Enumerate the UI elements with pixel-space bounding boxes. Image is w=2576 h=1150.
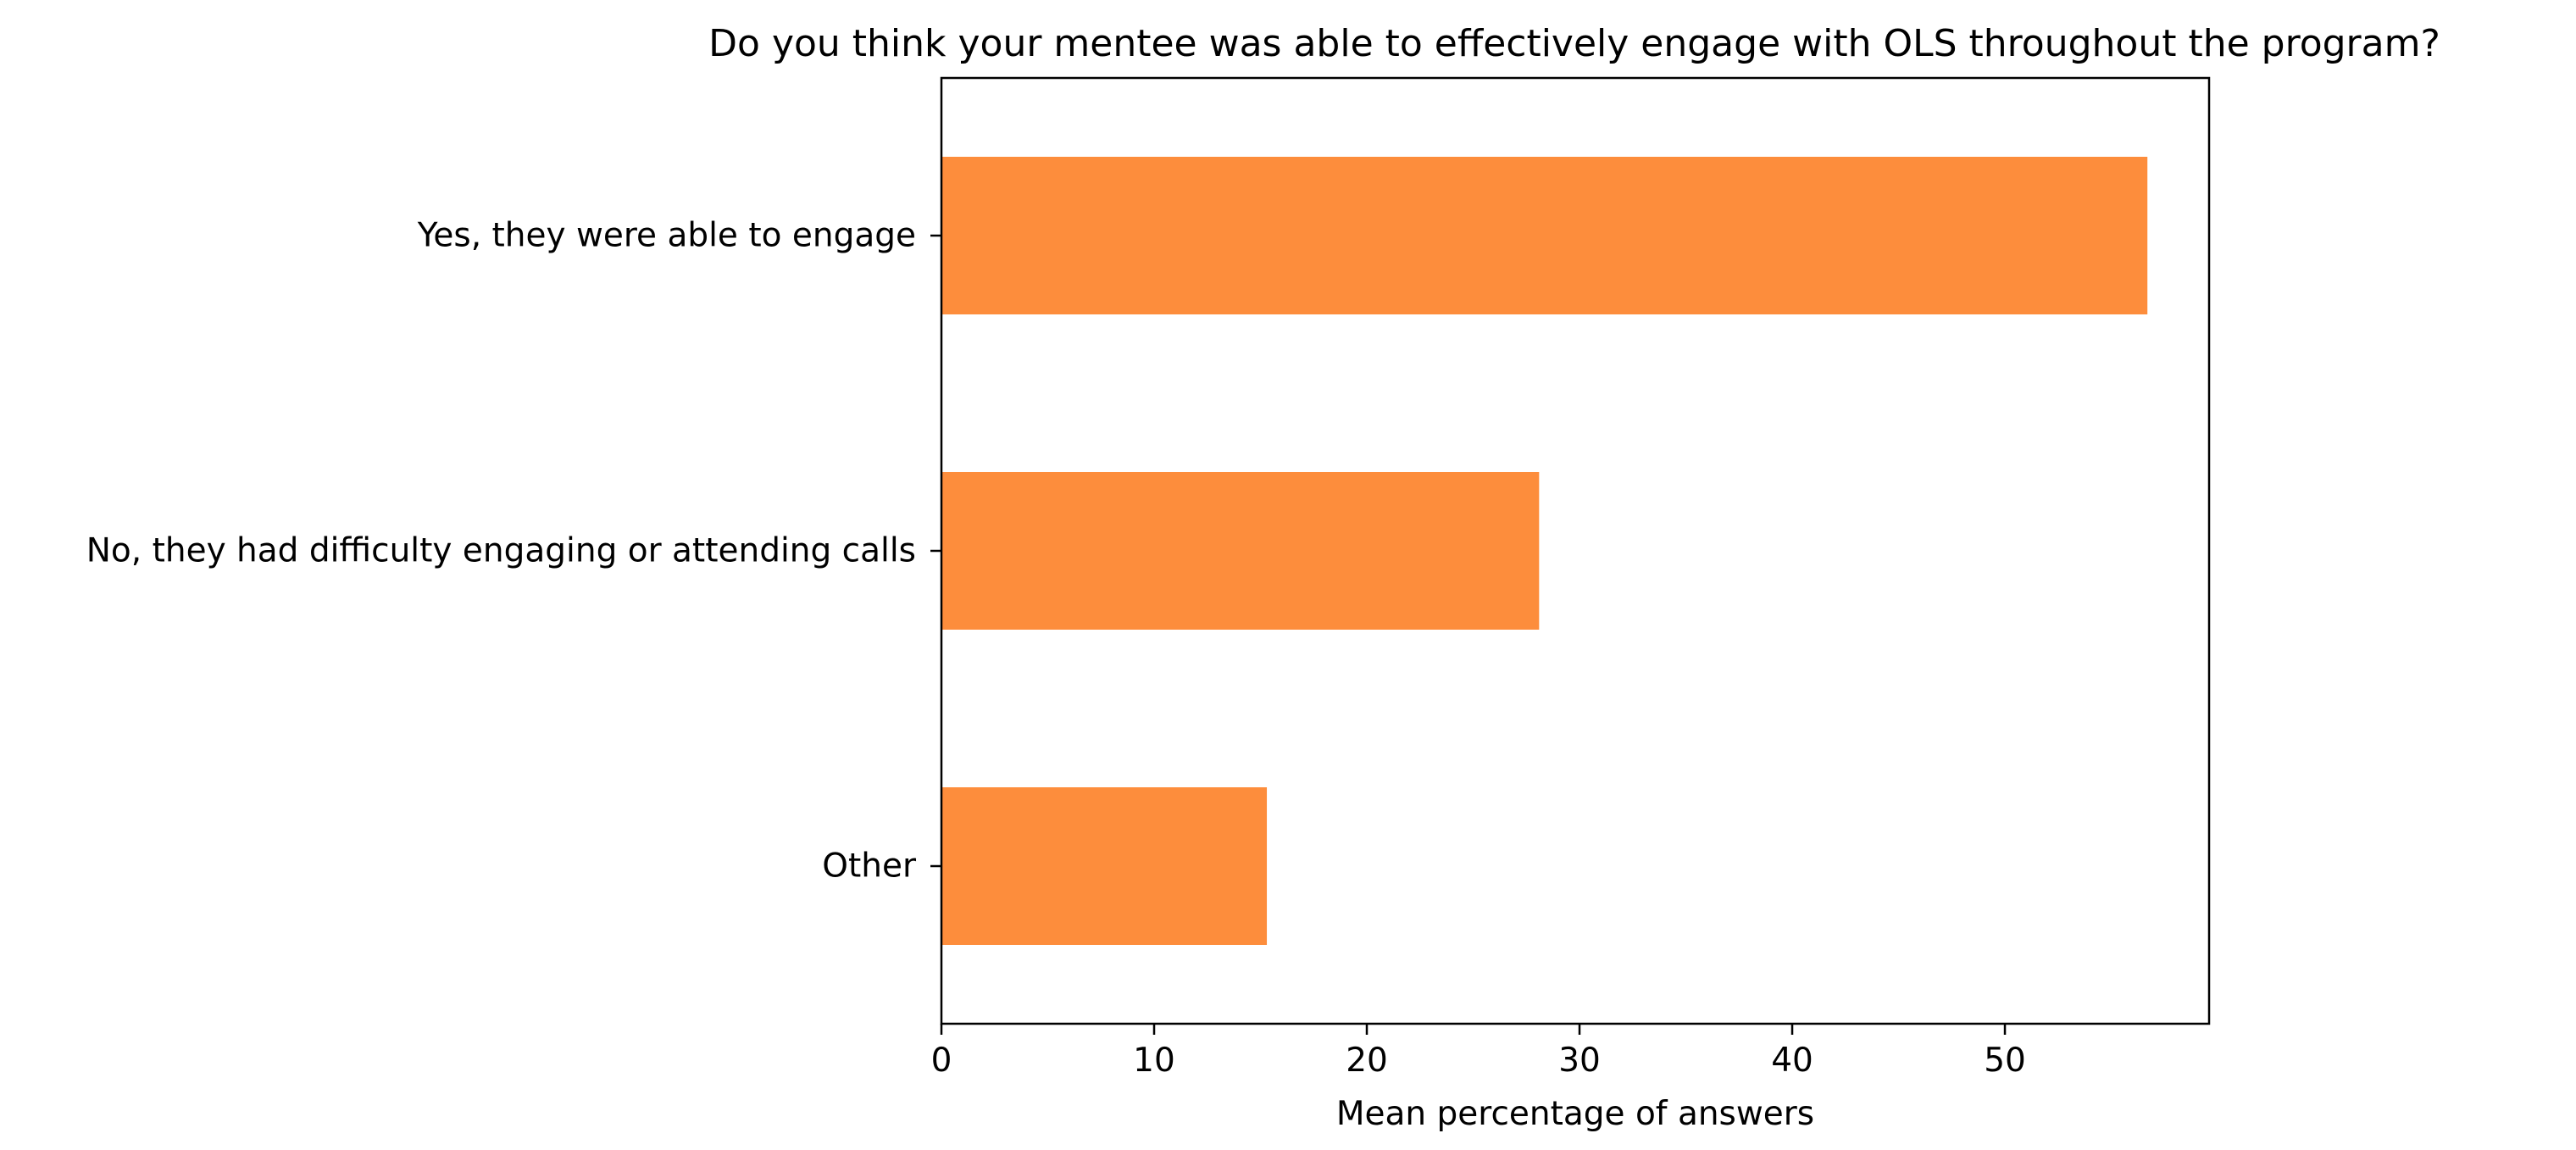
x-tick-label-50: 50 [1984, 1042, 2026, 1080]
y-tick-label-3: Other [822, 847, 917, 886]
x-tick-label-0: 0 [931, 1042, 952, 1080]
y-tick-label-1: Yes, they were able to engage [417, 217, 916, 255]
x-axis-label: Mean percentage of answers [1336, 1095, 1814, 1133]
bar-2 [941, 472, 1540, 630]
x-tick-label-30: 30 [1558, 1042, 1601, 1080]
y-axis-ticks: Yes, they were able to engage No, they ha… [86, 217, 941, 886]
bar-3 [941, 787, 1268, 945]
bar-1 [941, 157, 2148, 314]
x-tick-label-20: 20 [1346, 1042, 1388, 1080]
x-axis-ticks: 0 10 20 30 40 50 [931, 1024, 2026, 1080]
bars-group [941, 157, 2148, 945]
x-tick-label-10: 10 [1133, 1042, 1175, 1080]
x-tick-label-40: 40 [1771, 1042, 1813, 1080]
y-tick-label-2: No, they had difficulty engaging or atte… [86, 532, 916, 570]
chart-title: Do you think your mentee was able to eff… [708, 22, 2440, 65]
